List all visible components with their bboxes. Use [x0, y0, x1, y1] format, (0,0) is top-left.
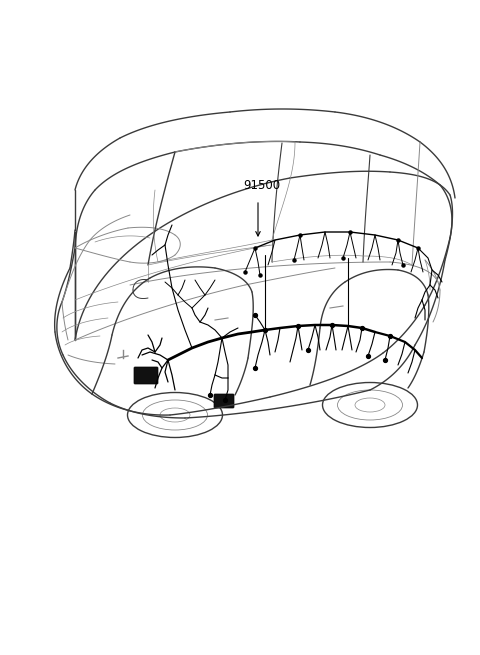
FancyBboxPatch shape: [134, 367, 158, 384]
Text: 91500: 91500: [243, 179, 280, 192]
FancyBboxPatch shape: [214, 394, 234, 408]
